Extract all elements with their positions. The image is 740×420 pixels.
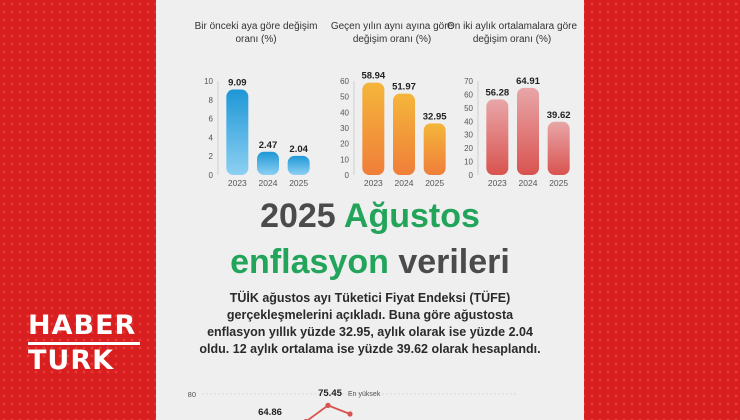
y-tick-label: 70 — [464, 77, 473, 86]
x-tick-label: 2023 — [228, 178, 247, 188]
bar-value-label: 9.09 — [228, 78, 247, 89]
twelve-month-average-title: On iki aylık ortalamalara göre değişim o… — [446, 21, 578, 45]
bar — [287, 155, 310, 175]
headline-line1: 2025 Ağustos — [156, 196, 584, 236]
y-tick-label: 40 — [464, 117, 473, 126]
x-tick-label: 2023 — [364, 178, 383, 188]
x-tick-label: 2025 — [549, 178, 568, 188]
infographic-card: Bir önceki aya göre değişim oranı (%) 0 2… — [156, 0, 584, 420]
y-tick-label: 60 — [464, 90, 473, 99]
y-tick-label: 6 — [209, 115, 214, 124]
y-tick-label: 20 — [464, 144, 473, 153]
bar — [423, 123, 446, 175]
y-tick-label: 50 — [464, 104, 473, 113]
bar-value-label: 32.95 — [423, 111, 447, 122]
y-tick-label: 50 — [340, 93, 349, 102]
y-tick-label: 20 — [340, 140, 349, 149]
logo-line2: TURK — [28, 345, 115, 376]
headline-word2: verileri — [398, 243, 510, 281]
y-tick-label: 0 — [209, 171, 214, 180]
x-tick-label: 2025 — [289, 178, 308, 188]
series-line — [306, 404, 351, 420]
dot-pattern-right — [580, 0, 740, 420]
bar — [547, 121, 570, 175]
annual-change-title: Geçen yılın aynı ayına göre değişim oran… — [330, 21, 454, 45]
y-tick-label: 30 — [464, 131, 473, 140]
twelve-month-average-plot: 0 10 20 30 40 50 60 70 56.28 2023 64.91 2024 39.62 20… — [464, 76, 571, 188]
annual-change-plot: 0 10 20 30 40 50 60 58.94 2023 51.97 2024 32.95 2025 — [340, 71, 447, 188]
y-tick-label: 0 — [345, 171, 350, 180]
bar-value-label: 58.94 — [361, 71, 385, 82]
description-text: TÜİK ağustos ayı Tüketici Fiyat Endeksi … — [199, 291, 541, 356]
headline-line2: enflasyon verileri — [156, 242, 584, 282]
y-tick-label: 80 — [188, 390, 196, 399]
y-tick-label: 2 — [209, 152, 214, 161]
annual-change-chart: Geçen yılın aynı ayına göre değişim oran… — [322, 0, 462, 200]
y-tick-label: 60 — [340, 77, 349, 86]
monthly-change-plot: 0 2 4 6 8 10 9.09 2023 2.47 2024 2.04 2025 — [204, 77, 310, 188]
y-tick-label: 10 — [464, 158, 473, 167]
headline-word1: enflasyon — [230, 243, 389, 281]
bar-value-label: 64.91 — [516, 76, 540, 87]
series-point — [347, 411, 353, 417]
series-point — [325, 402, 331, 408]
bar — [226, 89, 249, 175]
monthly-change-title: Bir önceki aya göre değişim oranı (%) — [194, 21, 318, 45]
bar-value-label: 51.97 — [392, 82, 416, 93]
y-tick-label: 30 — [340, 124, 349, 133]
twelve-month-average-chart: On iki aylık ortalamalara göre değişim o… — [446, 0, 586, 200]
logo-line1: HABER — [28, 310, 137, 341]
bar — [362, 82, 385, 175]
x-tick-label: 2024 — [395, 178, 414, 188]
bar — [486, 99, 509, 175]
bar-value-label: 56.28 — [485, 87, 509, 98]
x-tick-label: 2024 — [519, 178, 538, 188]
annotation-value: 75.45 — [318, 388, 342, 399]
bar-value-label: 2.04 — [289, 144, 308, 155]
y-tick-label: 10 — [340, 155, 349, 164]
y-tick-label: 10 — [204, 77, 213, 86]
logo-rule — [28, 342, 140, 345]
x-tick-label: 2023 — [488, 178, 507, 188]
headline-year: 2025 — [260, 197, 336, 235]
annotation-label: En yüksek — [348, 391, 381, 398]
trend-line-chart: 80 64.86 75.45 En yüksek — [188, 388, 516, 420]
haberturk-logo: HABER TURK — [28, 310, 140, 376]
bar — [257, 151, 279, 175]
y-tick-label: 8 — [209, 96, 214, 105]
bar — [393, 93, 415, 175]
headline-month: Ağustos — [343, 197, 480, 235]
x-tick-label: 2025 — [425, 178, 444, 188]
bar — [517, 87, 539, 175]
bar-value-label: 39.62 — [547, 110, 571, 121]
monthly-change-chart: Bir önceki aya göre değişim oranı (%) 0 2… — [186, 0, 326, 200]
dot-pattern-left — [0, 0, 160, 420]
annotation-value: 64.86 — [258, 407, 282, 418]
bar-value-label: 2.47 — [259, 140, 278, 151]
y-tick-label: 4 — [209, 133, 214, 142]
y-tick-label: 40 — [340, 108, 349, 117]
x-tick-label: 2024 — [259, 178, 278, 188]
y-tick-label: 0 — [469, 171, 474, 180]
